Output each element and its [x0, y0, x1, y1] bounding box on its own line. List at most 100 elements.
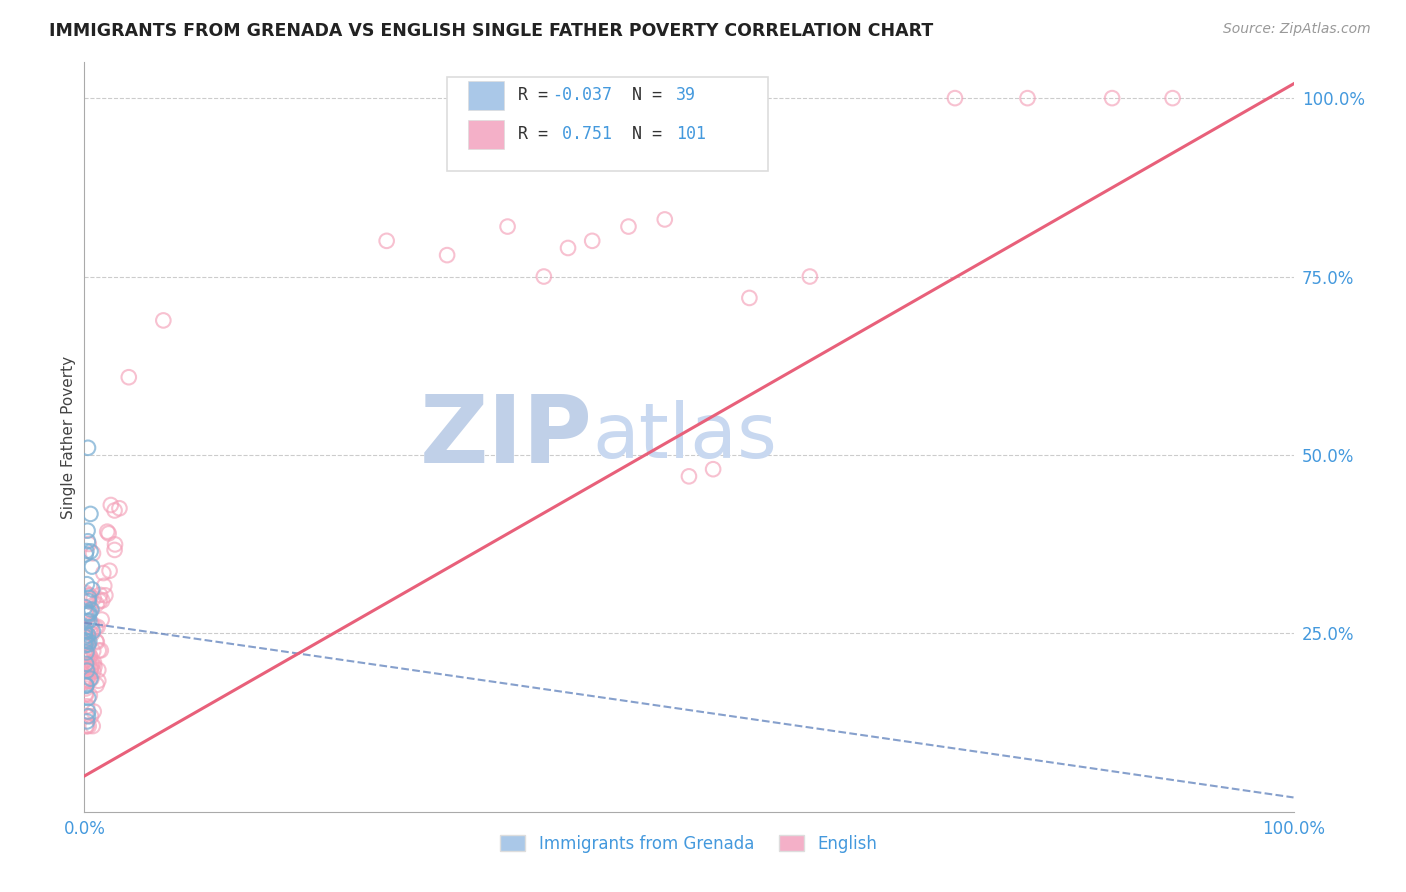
Point — [79, 606, 101, 620]
Point — [77, 690, 100, 705]
Point — [82, 665, 104, 679]
Point — [75, 608, 97, 623]
Point — [82, 626, 104, 640]
Point — [678, 469, 700, 483]
Point — [75, 547, 97, 561]
Point — [533, 269, 555, 284]
Bar — [468, 120, 503, 149]
Text: N =: N = — [633, 126, 672, 144]
Point — [77, 657, 100, 672]
Point — [79, 507, 101, 521]
Point — [77, 665, 100, 679]
Point — [152, 313, 174, 327]
Point — [89, 588, 111, 602]
Point — [80, 709, 103, 723]
Text: -0.037: -0.037 — [553, 87, 612, 104]
Point — [76, 719, 98, 733]
Point — [77, 670, 100, 684]
Point — [496, 219, 519, 234]
Y-axis label: Single Father Poverty: Single Father Poverty — [60, 356, 76, 518]
Point — [77, 607, 100, 622]
Point — [73, 625, 96, 640]
Point — [75, 642, 97, 657]
Point — [75, 678, 97, 692]
Point — [90, 643, 112, 657]
Point — [87, 643, 110, 657]
Point — [75, 674, 97, 689]
Point — [98, 564, 121, 578]
Text: ZIP: ZIP — [419, 391, 592, 483]
Point — [1161, 91, 1184, 105]
Point — [108, 501, 131, 516]
Point — [89, 594, 111, 608]
Point — [79, 649, 101, 664]
Text: 0.751: 0.751 — [553, 126, 612, 144]
Point — [83, 659, 105, 673]
Point — [76, 624, 98, 639]
Point — [97, 526, 120, 541]
Point — [86, 620, 108, 634]
Point — [82, 546, 104, 560]
Point — [77, 534, 100, 549]
Point — [1101, 91, 1123, 105]
Point — [76, 714, 98, 729]
Point — [75, 544, 97, 558]
Point — [75, 681, 97, 696]
Point — [77, 709, 100, 723]
Point — [76, 673, 98, 687]
Point — [80, 559, 103, 574]
Point — [104, 543, 127, 558]
Point — [80, 672, 103, 686]
Point — [87, 663, 110, 677]
Point — [79, 614, 101, 628]
Point — [77, 537, 100, 551]
Point — [80, 659, 103, 673]
Point — [77, 589, 100, 603]
Point — [77, 673, 100, 688]
Point — [82, 644, 104, 658]
Point — [83, 656, 105, 670]
Point — [83, 591, 105, 606]
Point — [617, 219, 640, 234]
Point — [738, 291, 761, 305]
Point — [90, 613, 112, 627]
Point — [76, 645, 98, 659]
Point — [80, 615, 103, 630]
Point — [79, 603, 101, 617]
Point — [103, 503, 125, 517]
Point — [77, 637, 100, 651]
Point — [76, 634, 98, 648]
Legend: Immigrants from Grenada, English: Immigrants from Grenada, English — [494, 829, 884, 860]
Point — [79, 593, 101, 607]
Point — [79, 688, 101, 702]
Point — [76, 699, 98, 714]
Point — [96, 524, 118, 539]
Point — [118, 370, 141, 384]
Text: 39: 39 — [676, 87, 696, 104]
Point — [557, 241, 579, 255]
Point — [79, 634, 101, 648]
Point — [375, 234, 398, 248]
Point — [75, 653, 97, 667]
Point — [73, 624, 96, 638]
Point — [75, 647, 97, 661]
Point — [702, 462, 724, 476]
Point — [79, 626, 101, 640]
Point — [75, 654, 97, 668]
Point — [76, 648, 98, 662]
Point — [76, 607, 98, 621]
Point — [75, 719, 97, 733]
Point — [86, 678, 108, 692]
Point — [436, 248, 458, 262]
Text: N =: N = — [633, 87, 672, 104]
Point — [77, 594, 100, 608]
Point — [76, 664, 98, 678]
Text: R =: R = — [519, 87, 558, 104]
Point — [75, 635, 97, 649]
Point — [79, 672, 101, 686]
Point — [76, 631, 98, 645]
Point — [77, 705, 100, 719]
Point — [104, 537, 127, 551]
Point — [86, 635, 108, 649]
Point — [77, 441, 100, 455]
